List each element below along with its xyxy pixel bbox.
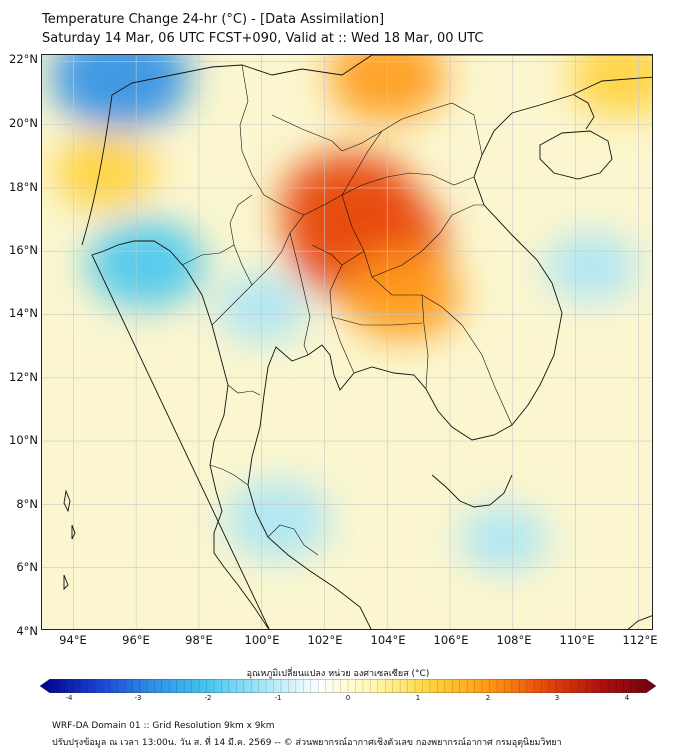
colorbar-tick: 2 [485,694,491,702]
colorbar-tick: -4 [65,694,73,702]
temperature-change-map [42,55,652,629]
colorbar-gradient [40,679,656,693]
colorbar-tick: -1 [274,694,282,702]
lat-label: 20°N [9,116,38,130]
map-title: Temperature Change 24-hr (°C) - [Data As… [42,12,385,27]
mainland-coastline [81,55,652,629]
lat-label: 18°N [9,180,38,194]
lon-label: 102°E [307,633,343,647]
colorbar-tick: 1 [415,694,421,702]
temperature-anomaly-south-china-sea-east [545,232,638,302]
colorbar-tick: 0 [345,694,351,702]
borneo-coast [627,615,652,629]
map-subtitle: Saturday 14 Mar, 06 UTC FCST+090, Valid … [42,31,484,46]
map-panel [41,54,653,630]
lat-label: 22°N [9,52,38,66]
lon-label: 110°E [559,633,595,647]
lat-label: 8°N [16,497,38,511]
lon-label: 104°E [370,633,406,647]
lat-label: 16°N [9,243,38,257]
colorbar-label: อุณหภูมิเปลี่ยนแปลง หน่วย องศาเซลเซียส (… [246,669,430,679]
colorbar [40,679,656,693]
temperature-field-layer [50,55,652,573]
lat-label: 10°N [9,433,38,447]
hainan-island [539,130,613,180]
colorbar-divisions [57,679,639,693]
temperature-anomaly-south-china-sea-central [458,506,548,573]
temperature-anomaly-gulf-of-thailand-south [223,480,331,561]
temperature-anomaly-myanmar-coast [53,133,157,211]
lon-label: 106°E [433,633,469,647]
lon-label: 108°E [496,633,532,647]
mekong-delta [431,474,513,508]
colorbar-tick: 3 [554,694,560,702]
colorbar-tick: -2 [204,694,212,702]
andaman-islands [63,489,76,591]
lon-label: 100°E [244,633,280,647]
temperature-anomaly-south-china-sea-north-east [569,55,652,118]
temperature-anomaly-andaman-sea-east [86,219,205,309]
footer-update-info: ปรับปรุงข้อมูล ณ เวลา 13:00น. วัน ส. ที่… [52,738,562,748]
temperature-anomaly-bay-of-bengal-north [50,55,191,130]
country-province-borders [181,64,513,556]
lon-label: 98°E [185,633,213,647]
lon-label: 96°E [122,633,150,647]
colorbar-tick: -3 [134,694,142,702]
lat-label: 4°N [16,624,38,638]
temperature-anomaly-north-laos [279,150,420,257]
lat-label: 6°N [16,560,38,574]
footer-model-info: WRF-DA Domain 01 :: Grid Resolution 9km … [52,721,275,731]
lon-label: 94°E [59,633,87,647]
temperature-anomaly-cambodia-north [344,251,462,340]
coastlines-borders [63,55,652,629]
lat-label: 12°N [9,370,38,384]
leizhou-peninsula [573,94,595,130]
colorbar-tick: 4 [624,694,630,702]
graticule [42,55,652,629]
lat-label: 14°N [9,306,38,320]
lon-label: 112°E [622,633,658,647]
